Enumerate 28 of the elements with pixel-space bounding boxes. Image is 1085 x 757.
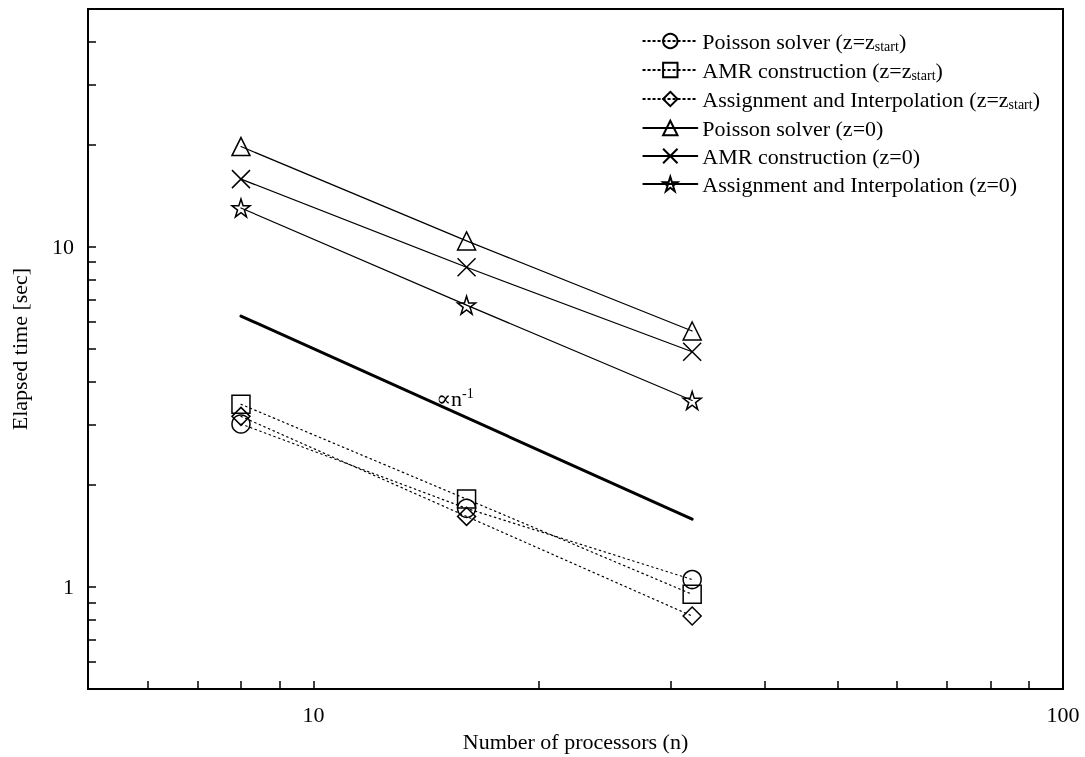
x-axis-title: Number of processors (n) — [462, 728, 689, 754]
legend-label: Assignment and Interpolation (z=zstart) — [702, 86, 1040, 112]
point — [231, 169, 251, 189]
point — [231, 394, 251, 415]
y-axis-title: Elapsed time [sec] — [6, 267, 32, 431]
legend-label: AMR construction (z=0) — [702, 143, 920, 169]
point — [456, 295, 477, 315]
x-tick-label: 100 — [1046, 701, 1080, 727]
point — [456, 489, 477, 509]
point — [682, 341, 702, 362]
point — [682, 390, 702, 411]
point — [456, 506, 477, 527]
point — [682, 321, 702, 341]
point — [682, 584, 702, 605]
y-tick-label: 1 — [63, 574, 74, 600]
point — [456, 231, 477, 251]
point — [456, 257, 477, 277]
point — [231, 136, 251, 157]
point — [231, 414, 251, 434]
point — [231, 198, 251, 218]
legend-label: AMR construction (z=zstart) — [702, 57, 943, 83]
point — [682, 606, 702, 626]
legend-label: Assignment and Interpolation (z=0) — [702, 171, 1018, 197]
point — [231, 406, 251, 427]
point — [456, 498, 477, 519]
legend-label: Poisson solver (z=0) — [702, 115, 884, 141]
legend-label: Poisson solver (z=zstart) — [702, 28, 907, 54]
point — [682, 569, 702, 590]
